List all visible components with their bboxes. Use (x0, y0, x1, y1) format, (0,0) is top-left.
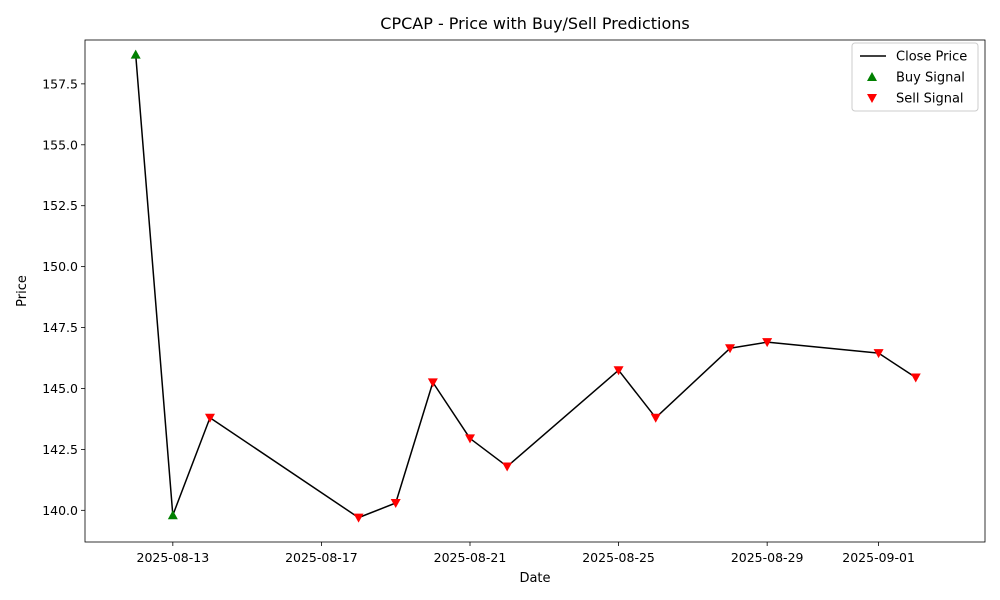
buy-signal-marker (130, 49, 141, 59)
x-tick-label: 2025-09-01 (842, 550, 915, 565)
close-price-line (134, 54, 917, 519)
y-axis: 140.0 142.5 145.0 147.5 150.0 152.5 155.0 157.5 (42, 76, 85, 518)
sell-signal-marker (725, 344, 736, 354)
chart-title: CPCAP - Price with Buy/Sell Predictions (380, 14, 689, 33)
legend-swatch-sell-signal (867, 94, 877, 103)
y-tick-label: 157.5 (42, 76, 78, 91)
y-tick-label: 152.5 (42, 198, 78, 213)
y-axis-label: Price (15, 275, 30, 307)
plot-area (84, 39, 986, 543)
x-tick-label: 2025-08-17 (285, 550, 358, 565)
legend: Close Price Buy Signal Sell Signal (851, 42, 979, 112)
y-tick-label: 145.0 (42, 381, 78, 396)
legend-label-buy-signal: Buy Signal (896, 71, 965, 86)
x-axis-label: Date (519, 571, 550, 586)
sell-signal-marker (353, 513, 364, 523)
y-tick-label: 150.0 (42, 259, 78, 274)
y-tick-label: 140.0 (42, 503, 78, 518)
legend-label-sell-signal: Sell Signal (896, 92, 964, 107)
legend-label-close-price: Close Price (896, 50, 967, 65)
y-tick-label: 142.5 (42, 442, 78, 457)
legend-swatch-buy-signal (867, 72, 877, 81)
sell-signal-marker (613, 366, 624, 376)
x-tick-label: 2025-08-29 (731, 550, 804, 565)
sell-signal-marker (390, 499, 401, 509)
buy-signal-marker (167, 510, 178, 520)
legend-box (851, 42, 979, 112)
axes-frame (84, 39, 986, 543)
sell-signal-marker (464, 434, 475, 444)
sell-signal-marker (910, 373, 921, 383)
sell-signal-marker (873, 349, 884, 359)
sell-signal-marker (650, 413, 661, 423)
y-tick-label: 147.5 (42, 320, 78, 335)
sell-signal-marker (502, 462, 513, 472)
sell-signal-marker (427, 378, 438, 388)
y-tick-label: 155.0 (42, 137, 78, 152)
sell-signal-marker (204, 413, 215, 423)
x-tick-label: 2025-08-25 (582, 550, 655, 565)
x-tick-label: 2025-08-13 (137, 550, 210, 565)
x-axis: 2025-08-13 2025-08-17 2025-08-21 2025-08-25… (137, 542, 915, 565)
sell-signal-marker (762, 338, 773, 348)
x-tick-label: 2025-08-21 (434, 550, 507, 565)
